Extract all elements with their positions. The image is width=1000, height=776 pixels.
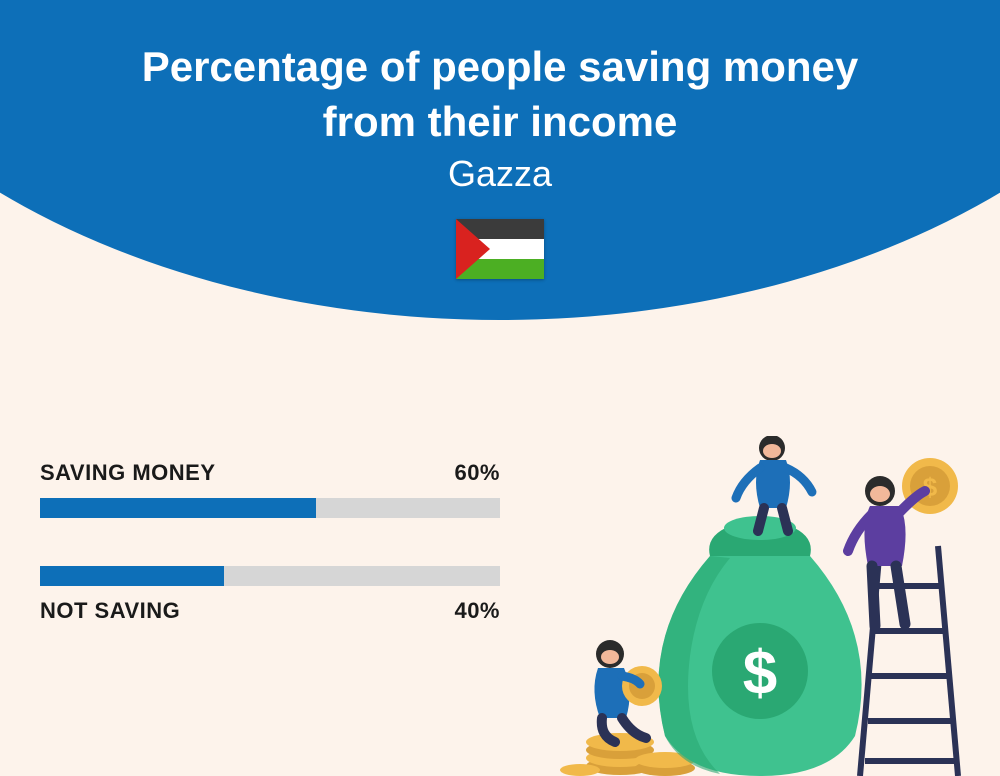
bar-value: 60% — [454, 460, 500, 486]
page-subtitle: Gazza — [0, 153, 1000, 195]
header: Percentage of people saving money from t… — [0, 0, 1000, 279]
bar-label: SAVING MONEY — [40, 460, 216, 486]
flag-triangle — [456, 219, 490, 279]
bar-not-saving: NOT SAVING 40% — [40, 566, 500, 624]
bar-fill — [40, 498, 316, 518]
bar-track — [40, 566, 500, 586]
money-bag-icon: $ — [658, 516, 861, 776]
person-top-icon — [736, 436, 812, 531]
bar-label: NOT SAVING — [40, 598, 180, 624]
savings-illustration: $ $ — [560, 436, 980, 776]
svg-text:$: $ — [743, 639, 777, 708]
title-line-1: Percentage of people saving money — [142, 43, 859, 90]
bar-labels: SAVING MONEY 60% — [40, 460, 500, 486]
page-title: Percentage of people saving money from t… — [0, 40, 1000, 149]
bar-track — [40, 498, 500, 518]
bar-saving-money: SAVING MONEY 60% — [40, 460, 500, 518]
title-line-2: from their income — [323, 98, 678, 145]
bar-value: 40% — [454, 598, 500, 624]
bar-labels: NOT SAVING 40% — [40, 598, 500, 624]
person-seated-icon — [594, 640, 662, 742]
bar-fill — [40, 566, 224, 586]
flag-icon — [456, 219, 544, 279]
bar-chart: SAVING MONEY 60% NOT SAVING 40% — [40, 460, 500, 672]
